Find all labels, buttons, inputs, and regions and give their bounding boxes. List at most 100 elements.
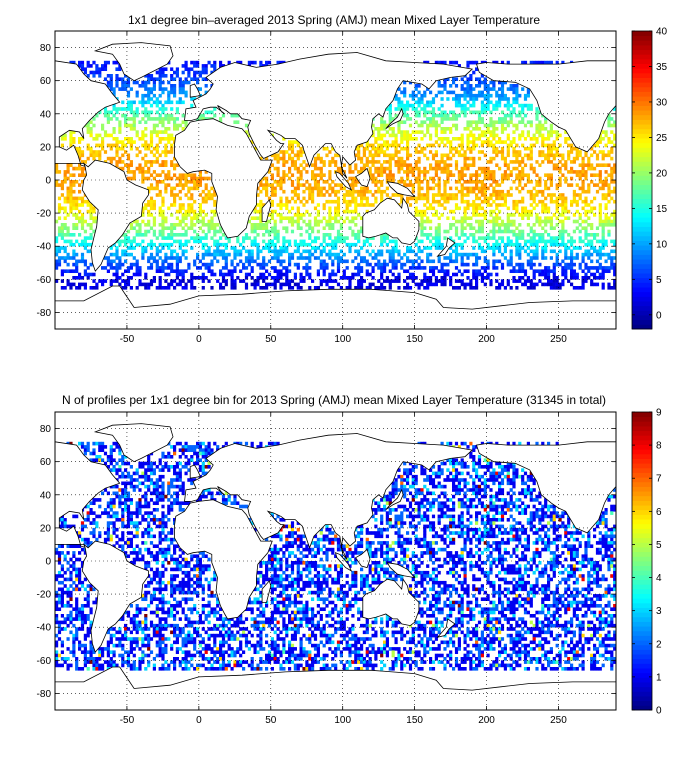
data-bin [397,279,401,283]
data-bin [570,272,574,277]
data-bin [555,146,559,151]
data-bin [149,90,154,95]
data-bin [500,117,505,121]
data-bin [610,156,614,161]
data-bin [463,93,467,98]
data-bin [60,236,64,240]
data-bin [201,279,205,283]
data-bin [288,256,292,260]
data-bin [446,272,450,277]
data-bin [423,107,427,111]
data-bin [221,242,226,247]
data-bin [610,146,614,151]
data-bin [368,170,372,174]
data-bin [529,166,533,171]
data-bin [575,256,579,260]
data-bin [561,206,565,211]
data-bin [124,120,128,125]
data-bin [345,199,349,204]
data-bin [429,269,433,274]
data-bin [587,249,591,254]
data-bin [83,246,87,250]
data-bin [417,166,421,171]
data-bin [498,117,502,121]
data-bin [305,256,309,260]
data-bin [78,441,82,446]
data-bin [345,203,349,207]
data-bin [607,123,611,128]
data-bin [273,156,277,161]
data-bin [72,203,76,207]
data-bin [385,153,389,158]
data-bin [483,216,487,221]
data-bin [587,242,591,247]
data-bin [279,183,283,187]
data-bin [178,242,182,247]
data-bin [385,173,389,178]
data-bin [69,239,73,244]
data-bin [167,233,171,237]
data-bin [426,143,430,148]
data-bin [66,163,70,168]
data-bin [595,189,600,194]
data-bin [380,276,384,280]
data-bin [374,180,378,184]
data-bin [457,100,461,105]
data-bin [354,180,358,184]
data-bin [610,123,614,128]
data-bin [480,93,484,98]
data-bin [492,199,496,204]
data-bin [460,193,464,197]
data-bin [526,216,530,221]
data-bin [152,77,156,82]
data-bin [101,64,105,68]
data-bin [495,107,499,111]
data-bin [325,233,329,237]
data-bin [515,252,519,257]
data-bin [69,183,73,187]
data-bin [138,100,142,105]
data-bin [57,183,62,187]
data-bin [158,117,162,121]
data-bin [126,77,131,82]
data-bin [173,127,177,131]
data-bin [506,229,510,234]
data-bin [331,160,335,164]
data-bin [549,173,553,178]
data-bin [265,276,269,280]
data-bin [526,262,530,267]
data-bin [406,282,410,287]
data-bin [443,189,447,194]
data-bin [170,269,174,274]
data-bin [469,226,473,231]
data-bin [55,180,59,184]
data-bin [383,236,387,240]
data-bin [469,77,473,82]
data-bin [423,219,427,224]
data-bin [535,216,539,221]
data-bin [63,239,67,244]
data-bin [380,146,384,151]
data-bin [86,266,90,270]
data-bin [403,130,407,134]
data-bin [262,203,266,207]
data-bin [371,236,375,240]
data-bin [198,219,202,224]
data-bin [515,150,519,154]
data-bin [472,286,476,290]
data-bin [538,153,542,158]
data-bin [311,193,315,197]
data-bin [434,130,438,134]
data-bin [581,206,585,211]
data-bin [506,137,510,141]
data-bin [374,183,378,187]
data-bin [155,130,159,134]
data-bin [417,90,421,95]
data-bin [400,90,404,95]
data-bin [204,117,208,121]
data-bin [564,249,568,254]
colorbar-segment [632,110,652,116]
data-bin [567,266,571,270]
data-bin [547,146,551,151]
data-bin [282,272,286,277]
